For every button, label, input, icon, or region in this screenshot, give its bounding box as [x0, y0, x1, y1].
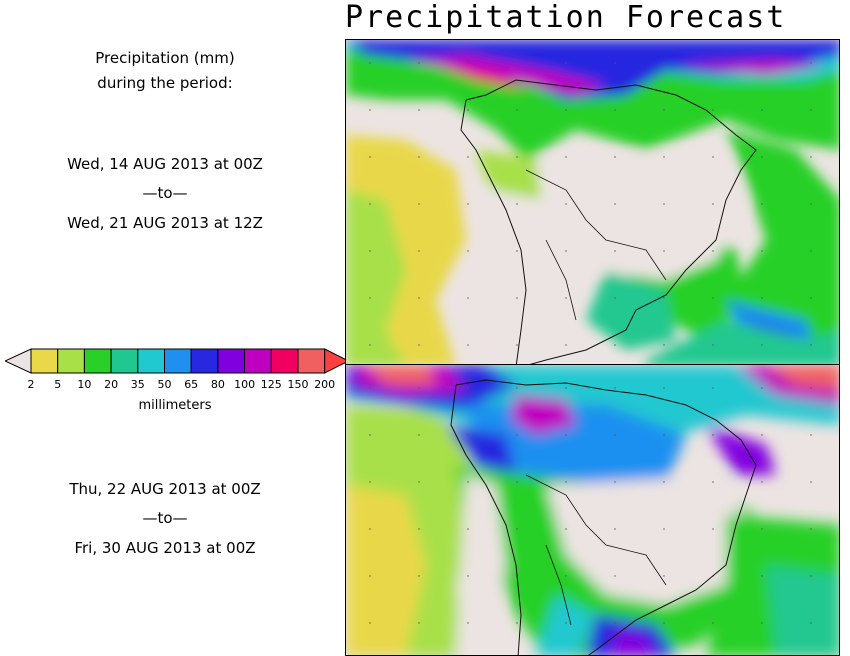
- forecast-map-period1: [345, 39, 840, 366]
- colorbar-swatch: [270, 348, 299, 374]
- left-panel: Precipitation (mm) during the period: We…: [0, 0, 335, 654]
- colorbar-swatch: [83, 348, 112, 374]
- header-label-line2: during the period:: [97, 74, 233, 92]
- colorbar: 2 5 10 20 35 50 65 80 100 125 150 200 millimeters: [5, 347, 345, 417]
- colorbar-tick-label: 35: [130, 378, 145, 391]
- colorbar-tick-label: 20: [104, 378, 119, 391]
- header-label-line1: Precipitation (mm): [95, 49, 235, 67]
- colorbar-swatch: [297, 348, 326, 374]
- colorbar-tick-label: 200: [314, 378, 336, 391]
- forecast-map-period2: [345, 364, 840, 656]
- colorbar-under-arrow: [5, 348, 32, 374]
- colorbar-over-arrow: [324, 348, 345, 374]
- period1-sep: —to—: [142, 184, 188, 202]
- colorbar-units: millimeters: [138, 398, 212, 413]
- colorbar-swatch: [110, 348, 139, 374]
- colorbar-tick-label: 2: [27, 378, 35, 391]
- colorbar-swatch: [217, 348, 246, 374]
- period2-end: Fri, 30 AUG 2013 at 00Z: [74, 539, 256, 557]
- colorbar-tick-label: 65: [184, 378, 199, 391]
- colorbar-swatch: [57, 348, 85, 374]
- colorbar-tick-label: 125: [260, 378, 282, 391]
- colorbar-swatch: [30, 348, 59, 374]
- colorbar-tick-label: 5: [54, 378, 62, 391]
- colorbar-swatch: [164, 348, 192, 374]
- colorbar-tick-label: 10: [77, 378, 92, 391]
- period1-start: Wed, 14 AUG 2013 at 00Z: [67, 155, 263, 173]
- colorbar-tick-label: 150: [287, 378, 309, 391]
- period2-sep: —to—: [142, 509, 188, 527]
- colorbar-tick-label: 50: [157, 378, 172, 391]
- period2-start: Thu, 22 AUG 2013 at 00Z: [69, 480, 261, 498]
- colorbar-swatch: [244, 348, 272, 374]
- period1-end: Wed, 21 AUG 2013 at 12Z: [67, 214, 263, 232]
- page-title: Precipitation Forecast: [345, 0, 787, 35]
- colorbar-tick-label: 100: [234, 378, 256, 391]
- colorbar-tick-label: 80: [210, 378, 225, 391]
- colorbar-swatches: [5, 348, 345, 374]
- colorbar-swatch: [190, 348, 219, 374]
- colorbar-swatch: [137, 348, 166, 374]
